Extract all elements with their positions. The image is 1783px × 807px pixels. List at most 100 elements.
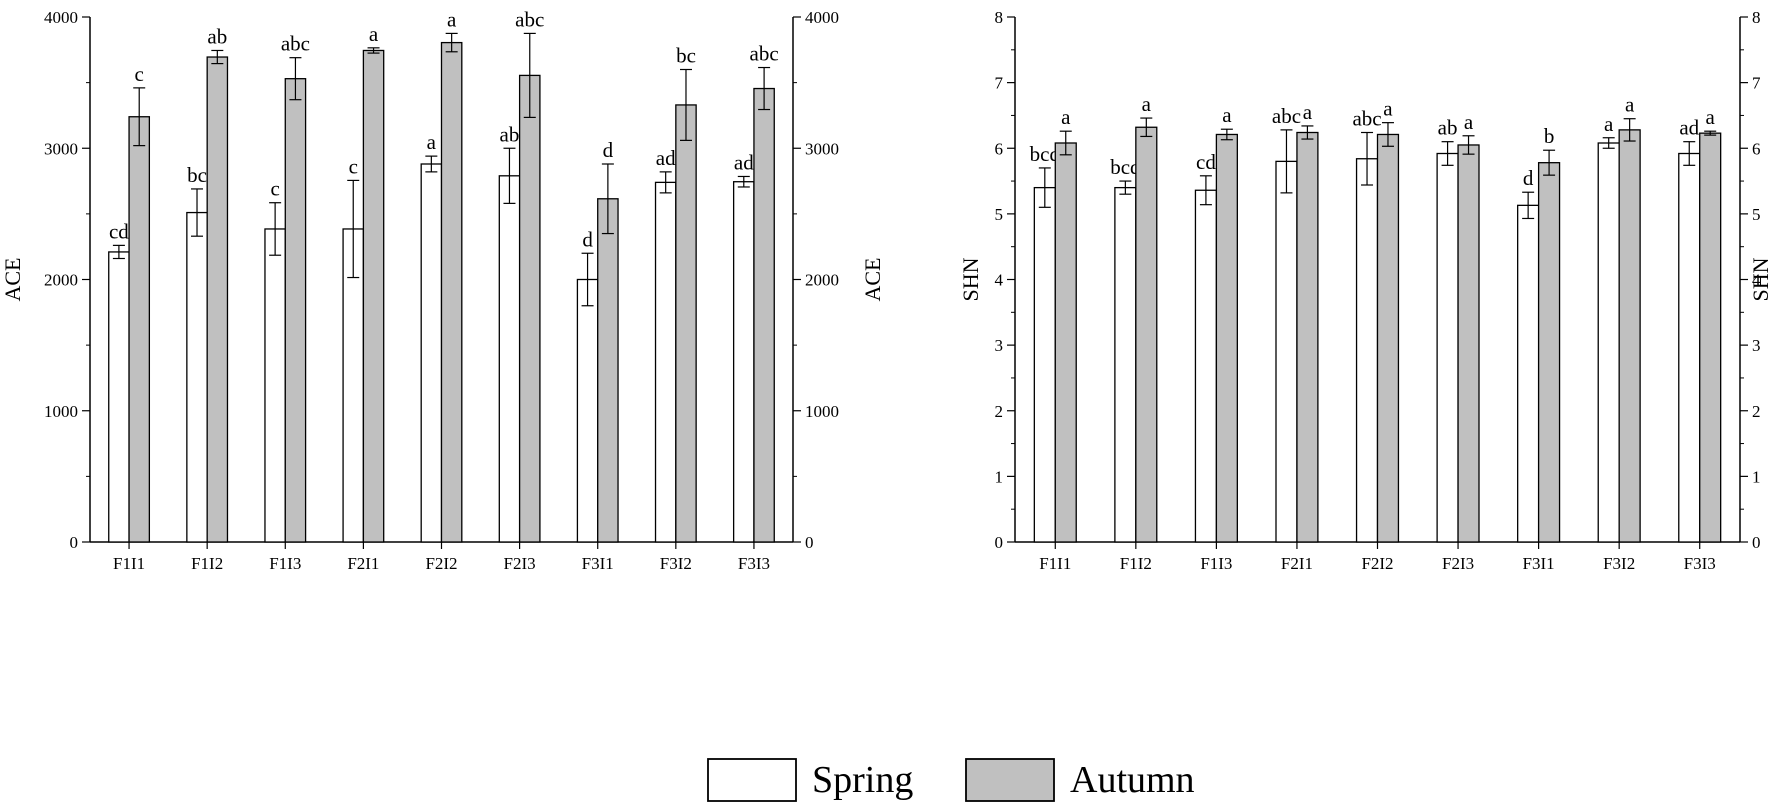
bar-autumn xyxy=(597,198,619,543)
significance-label: a xyxy=(427,130,437,154)
shn-y-axis-title-right: SHN xyxy=(1748,257,1773,301)
significance-label: c xyxy=(270,177,279,201)
significance-label: abc xyxy=(1352,107,1381,131)
x-tick-label: F1I3 xyxy=(269,554,301,573)
bar-autumn xyxy=(128,116,151,543)
x-tick-label: F1I1 xyxy=(113,554,145,573)
significance-label: ab xyxy=(1438,116,1458,140)
y-tick-label-left: 0 xyxy=(995,533,1004,552)
x-tick-label: F2I2 xyxy=(1361,554,1393,573)
significance-label: bc xyxy=(676,44,696,68)
significance-label: a xyxy=(1142,92,1152,116)
x-tick-label: F1I2 xyxy=(1120,554,1152,573)
y-tick-label-left: 1000 xyxy=(44,402,78,421)
y-tick-label-left: 4 xyxy=(995,271,1004,290)
bar-autumn xyxy=(362,49,385,543)
y-tick-label-left: 3 xyxy=(995,336,1004,355)
significance-label: c xyxy=(135,62,144,86)
significance-label: a xyxy=(1604,112,1614,136)
y-tick-label-right: 4000 xyxy=(805,8,839,27)
bar-spring xyxy=(108,251,130,543)
bar-autumn xyxy=(753,87,775,543)
significance-label: a xyxy=(1625,93,1635,117)
legend-swatch-autumn xyxy=(965,758,1055,802)
bar-spring xyxy=(1597,142,1620,543)
bar-spring xyxy=(186,211,208,543)
bar-spring xyxy=(576,278,599,543)
y-tick-label-left: 8 xyxy=(995,8,1004,27)
bar-autumn xyxy=(1618,129,1641,543)
x-tick-label: F1I3 xyxy=(1200,554,1232,573)
significance-label: bc xyxy=(187,163,207,187)
x-tick-label: F2I3 xyxy=(1442,554,1474,573)
bar-autumn xyxy=(1376,133,1400,543)
significance-label: d xyxy=(582,227,593,251)
significance-label: a xyxy=(1303,100,1313,124)
significance-label: a xyxy=(1706,105,1716,129)
significance-label: ab xyxy=(207,24,227,48)
y-tick-label-left: 4000 xyxy=(44,8,78,27)
legend-label-spring: Spring xyxy=(812,759,913,801)
significance-label: b xyxy=(1544,124,1555,148)
x-tick-label: F3I1 xyxy=(582,554,614,573)
x-tick-label: F3I3 xyxy=(1684,554,1716,573)
bar-spring xyxy=(1436,152,1459,543)
y-tick-label-left: 5 xyxy=(995,205,1004,224)
bar-autumn xyxy=(284,78,307,543)
y-tick-label-right: 6 xyxy=(1752,139,1761,158)
significance-label: ad xyxy=(656,146,676,170)
y-tick-label-right: 1 xyxy=(1752,467,1761,486)
bar-spring xyxy=(1355,158,1379,543)
bar-autumn xyxy=(1215,133,1238,543)
bar-spring xyxy=(1033,186,1056,543)
legend-label-autumn: Autumn xyxy=(1070,759,1195,801)
x-tick-label: F2I1 xyxy=(347,554,379,573)
y-tick-label-right: 3000 xyxy=(805,139,839,158)
y-tick-label-left: 2000 xyxy=(44,271,78,290)
legend-swatch-spring xyxy=(707,758,797,802)
bar-spring xyxy=(1194,189,1218,543)
bar-spring xyxy=(498,175,521,543)
x-tick-label: F3I2 xyxy=(1603,554,1635,573)
significance-label: a xyxy=(447,7,457,31)
x-tick-label: F1I2 xyxy=(191,554,223,573)
x-tick-label: F3I1 xyxy=(1523,554,1555,573)
bar-autumn xyxy=(1699,132,1722,543)
significance-label: a xyxy=(1222,103,1232,127)
y-tick-label-right: 5 xyxy=(1752,205,1761,224)
bar-autumn xyxy=(1054,142,1077,543)
bar-spring xyxy=(1114,186,1137,543)
y-tick-label-left: 7 xyxy=(995,74,1004,93)
x-tick-label: F2I2 xyxy=(425,554,457,573)
x-tick-label: F1I1 xyxy=(1039,554,1071,573)
significance-label: abc xyxy=(515,7,544,31)
y-tick-label-right: 8 xyxy=(1752,8,1761,27)
significance-label: d xyxy=(1523,166,1534,190)
ace-y-axis-title: ACE xyxy=(0,258,25,302)
significance-label: c xyxy=(349,154,358,178)
bar-autumn xyxy=(206,56,229,543)
bar-autumn xyxy=(440,41,463,543)
significance-label: d xyxy=(603,138,614,162)
significance-label: a xyxy=(1464,110,1474,134)
y-tick-label-right: 7 xyxy=(1752,74,1761,93)
bar-autumn xyxy=(1537,162,1561,543)
bar-spring xyxy=(264,228,286,543)
y-tick-label-left: 6 xyxy=(995,139,1004,158)
significance-label: abc xyxy=(750,42,779,66)
bar-spring xyxy=(420,163,443,543)
bar-spring xyxy=(1275,160,1298,543)
bar-autumn xyxy=(1457,144,1480,543)
bar-autumn xyxy=(1135,126,1158,543)
significance-label: cd xyxy=(109,219,129,243)
bar-spring xyxy=(1517,204,1540,543)
bar-autumn xyxy=(1296,131,1319,543)
shn-y-axis-title: SHN xyxy=(958,257,983,301)
significance-label: a xyxy=(1383,97,1393,121)
y-tick-label-right: 3 xyxy=(1752,336,1761,355)
y-tick-label-right: 2 xyxy=(1752,402,1761,421)
ace-chart-panel: 0 0 1000 1000 2000 2000 3000 3000 4000 4000 ACE ACE… xyxy=(0,7,885,573)
y-tick-label-left: 2 xyxy=(995,402,1004,421)
